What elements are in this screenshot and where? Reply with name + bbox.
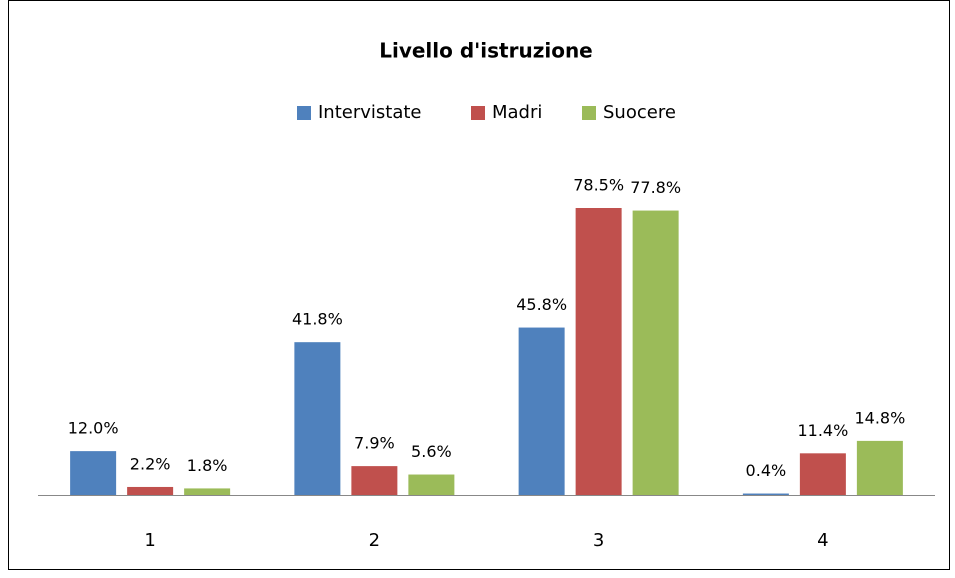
bar [184,488,231,495]
bar [799,453,846,495]
legend-swatch [297,106,311,120]
data-label: 2.2% [130,454,171,473]
legend-swatch [582,106,596,120]
legend-swatch [471,106,485,120]
data-label: 45.8% [516,295,567,314]
data-label: 5.6% [411,442,452,461]
data-label: 7.9% [354,434,395,453]
chart-frame [8,0,950,570]
data-label: 78.5% [573,176,624,195]
bar [408,474,455,495]
bar [856,440,903,495]
x-tick-label: 1 [144,530,155,551]
data-label: 41.8% [292,310,343,329]
chart-title: Livello d'istruzione [379,39,593,63]
x-tick-label: 3 [593,530,604,551]
legend-label: Suocere [603,102,676,123]
data-label: 14.8% [854,408,905,427]
legend-label: Intervistate [318,102,422,123]
bar [294,342,341,495]
bar [632,210,679,495]
bar [127,486,174,495]
bar [351,466,398,495]
bar [742,493,789,495]
x-tick-label: 4 [817,530,828,551]
bar [518,327,565,495]
x-tick-label: 2 [369,530,380,551]
data-label: 12.0% [68,419,119,438]
data-label: 77.8% [630,178,681,197]
data-label: 11.4% [797,421,848,440]
bar [575,208,622,495]
legend-label: Madri [492,102,542,123]
data-label: 1.8% [187,456,228,475]
bar [70,451,117,495]
data-label: 0.4% [746,461,787,480]
